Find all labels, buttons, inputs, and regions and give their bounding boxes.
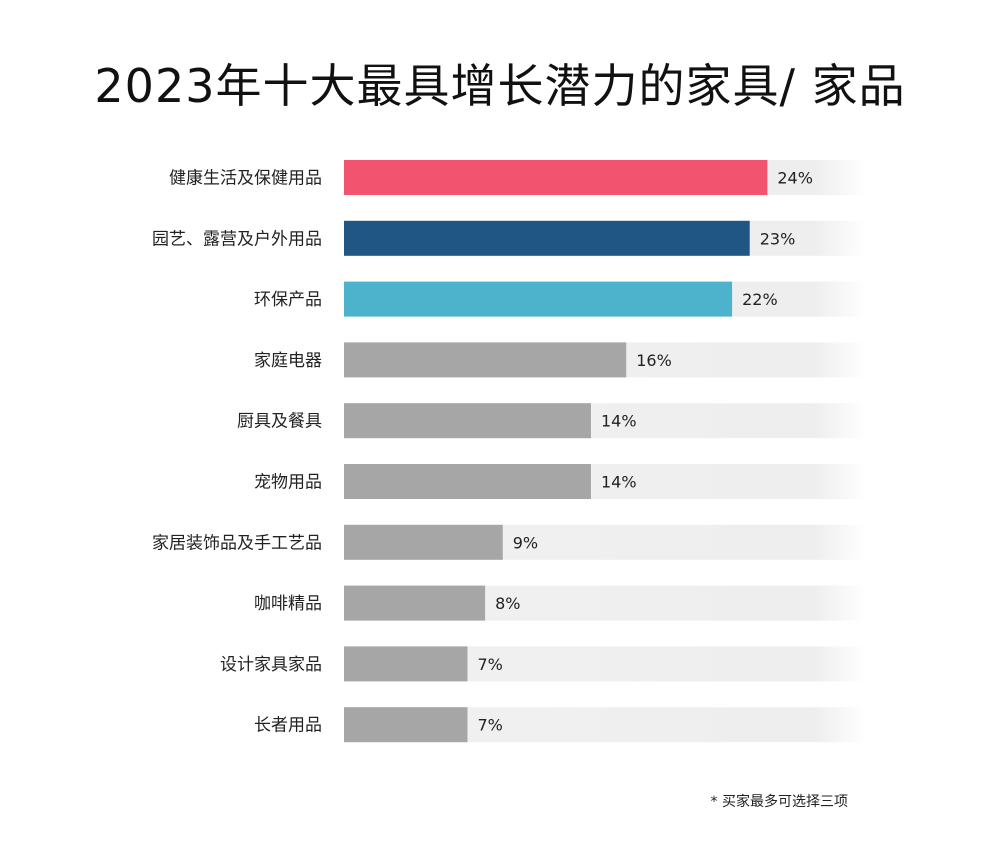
category-label: 咖啡精品 bbox=[254, 594, 322, 614]
data-label: 8% bbox=[495, 594, 520, 613]
bar bbox=[344, 524, 503, 560]
bar bbox=[344, 585, 486, 621]
category-label: 园艺、露营及户外用品 bbox=[152, 229, 322, 249]
data-label: 7% bbox=[477, 716, 502, 735]
data-label: 7% bbox=[477, 655, 502, 674]
bar bbox=[344, 646, 468, 682]
data-label: 14% bbox=[601, 473, 637, 492]
category-label: 厨具及餐具 bbox=[237, 412, 322, 432]
data-label: 16% bbox=[636, 351, 672, 370]
category-label: 家居装饰品及手工艺品 bbox=[152, 533, 322, 553]
data-label: 9% bbox=[513, 533, 538, 552]
bar bbox=[344, 160, 768, 195]
category-label: 长者用品 bbox=[254, 716, 322, 736]
bar bbox=[344, 403, 591, 439]
chart-title: 2023年十大最具增长潜力的家具/ 家品 bbox=[94, 59, 906, 113]
data-label: 14% bbox=[601, 412, 637, 431]
category-label: 家庭电器 bbox=[254, 351, 322, 371]
footnote: * 买家最多可选择三项 bbox=[710, 794, 848, 810]
category-label: 环保产品 bbox=[254, 290, 322, 310]
category-label: 设计家具家品 bbox=[220, 655, 322, 675]
data-label: 23% bbox=[760, 229, 796, 248]
bar bbox=[344, 281, 733, 317]
bar bbox=[344, 220, 750, 256]
data-label: 24% bbox=[777, 169, 813, 188]
category-label: 宠物用品 bbox=[254, 473, 322, 493]
data-label: 22% bbox=[742, 290, 778, 309]
bar bbox=[344, 342, 627, 378]
bar bbox=[344, 707, 468, 743]
category-label: 健康生活及保健用品 bbox=[169, 169, 322, 189]
bar bbox=[344, 464, 591, 499]
